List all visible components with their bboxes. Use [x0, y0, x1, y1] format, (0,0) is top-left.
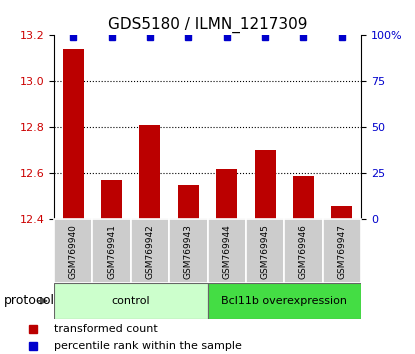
- Bar: [54, 283, 208, 319]
- Text: GSM769943: GSM769943: [184, 224, 193, 279]
- Text: control: control: [111, 296, 150, 306]
- Bar: [246, 219, 284, 283]
- Text: Bcl11b overexpression: Bcl11b overexpression: [221, 296, 347, 306]
- Text: GSM769946: GSM769946: [299, 224, 308, 279]
- Text: GSM769940: GSM769940: [68, 224, 78, 279]
- Text: GSM769947: GSM769947: [337, 224, 347, 279]
- Text: protocol: protocol: [4, 295, 55, 307]
- Bar: [284, 219, 323, 283]
- Text: GSM769945: GSM769945: [261, 224, 270, 279]
- Bar: [139, 125, 161, 219]
- Text: GSM769942: GSM769942: [145, 224, 154, 279]
- Bar: [93, 219, 131, 283]
- Bar: [178, 185, 199, 219]
- Bar: [254, 150, 276, 219]
- Bar: [208, 219, 246, 283]
- Bar: [131, 219, 169, 283]
- Bar: [208, 283, 361, 319]
- Bar: [101, 180, 122, 219]
- Text: transformed count: transformed count: [54, 324, 158, 333]
- Bar: [54, 219, 92, 283]
- Text: GSM769941: GSM769941: [107, 224, 116, 279]
- Text: GSM769944: GSM769944: [222, 224, 231, 279]
- Bar: [169, 219, 208, 283]
- Bar: [216, 169, 237, 219]
- Bar: [293, 176, 314, 219]
- Bar: [323, 219, 361, 283]
- Bar: [331, 206, 352, 219]
- Text: percentile rank within the sample: percentile rank within the sample: [54, 341, 242, 351]
- Title: GDS5180 / ILMN_1217309: GDS5180 / ILMN_1217309: [108, 16, 307, 33]
- Bar: [63, 49, 84, 219]
